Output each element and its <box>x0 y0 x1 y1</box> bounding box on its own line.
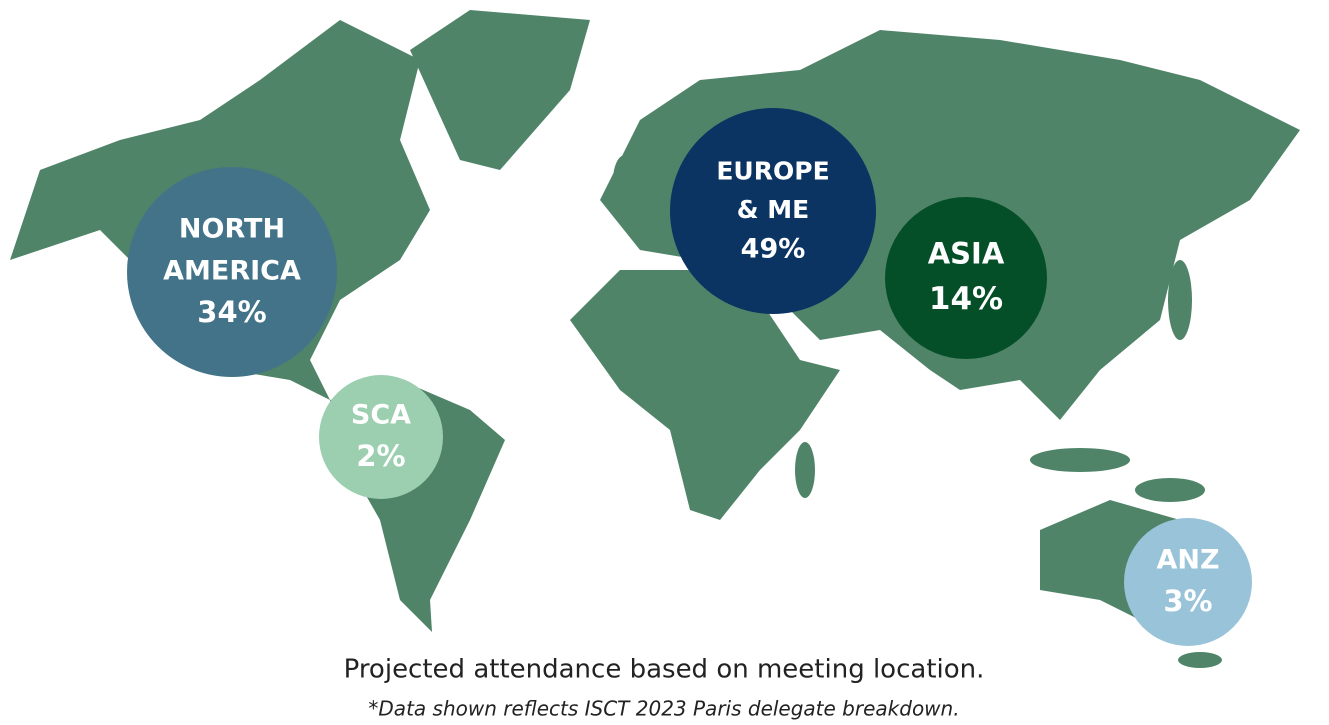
region-bubble: ASIA 14% <box>885 197 1047 359</box>
region-share: 14% <box>929 281 1003 317</box>
region-bubble: ANZ 3% <box>1124 518 1252 646</box>
region-bubble: EUROPE & ME 49% <box>670 108 876 314</box>
region-name: EUROPE <box>716 156 829 185</box>
new-guinea <box>1135 478 1205 502</box>
region-bubbles: NORTH AMERICA 34% SCA 2% EUROPE & ME 49% ASIA 14%… <box>127 108 1252 646</box>
region-share: 34% <box>197 295 266 329</box>
region-share: 3% <box>1163 584 1212 618</box>
region-name: ANZ <box>1156 545 1219 576</box>
region-name: AMERICA <box>163 256 301 287</box>
greenland <box>410 10 590 170</box>
madagascar <box>795 442 815 498</box>
caption: Projected attendance based on meeting lo… <box>344 655 985 685</box>
indonesia <box>1030 448 1130 472</box>
bubble <box>319 375 443 499</box>
new-zealand <box>1178 652 1222 668</box>
bubble <box>127 167 337 377</box>
japan <box>1168 260 1192 340</box>
bubble <box>670 108 876 314</box>
region-name: & ME <box>737 195 809 224</box>
region-bubble: NORTH AMERICA 34% <box>127 167 337 377</box>
africa <box>570 270 840 520</box>
region-share: 49% <box>741 233 806 264</box>
uk <box>613 155 637 205</box>
note: *Data shown reflects ISCT 2023 Paris del… <box>368 697 959 721</box>
region-name: SCA <box>351 400 411 431</box>
region-bubble: SCA 2% <box>319 375 443 499</box>
region-name: ASIA <box>928 237 1005 271</box>
region-share: 2% <box>356 439 405 473</box>
bubble <box>1124 518 1252 646</box>
bubble <box>885 197 1047 359</box>
region-name: NORTH <box>179 214 285 245</box>
